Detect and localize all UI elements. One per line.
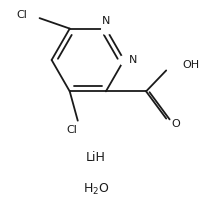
Text: LiH: LiH (85, 151, 105, 164)
Text: N: N (128, 55, 137, 65)
Text: H$_2$O: H$_2$O (82, 182, 109, 197)
Text: O: O (171, 119, 180, 129)
Text: Cl: Cl (16, 10, 27, 20)
Text: N: N (101, 17, 110, 26)
Text: Cl: Cl (66, 125, 77, 135)
Text: OH: OH (181, 60, 198, 70)
